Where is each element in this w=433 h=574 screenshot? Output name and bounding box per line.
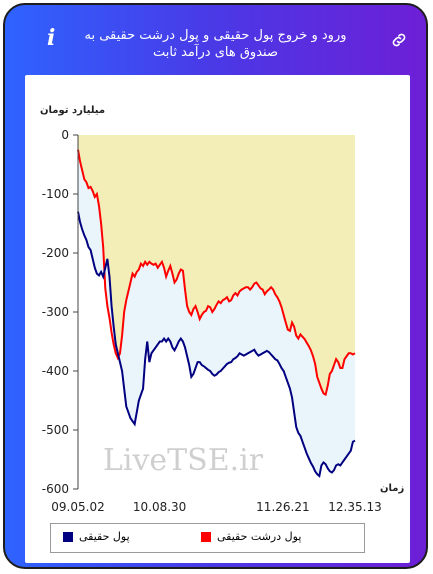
y-tick-label: 0 [61,128,69,142]
y-tick-label: -400 [42,364,69,378]
y-tick-label: -200 [42,246,69,260]
legend-label-haghighi: پول حقیقی [79,530,130,543]
watermark: LiveTSE.ir [103,443,264,478]
legend-item-dorosht: پول درشت حقیقی [201,530,351,546]
y-tick-label: -300 [42,305,69,319]
chart-title: ورود و خروج پول حقیقی و پول درشت حقیقی ب… [84,28,347,60]
x-tick-label: 11.26.21 [256,500,309,514]
x-tick-label: 09.05.02 [51,500,104,514]
y-tick-label: -600 [42,482,69,496]
y-tick-label: -500 [42,423,69,437]
x-axis-label: زمان [380,483,404,494]
x-tick-label: 10.08.30 [133,500,186,514]
legend-swatch-dorosht [201,532,211,542]
legend: پول حقیقی پول درشت حقیقی [50,523,365,553]
series-line-haghighi [77,211,356,478]
area-fill-top [78,135,355,395]
legend-label-dorosht: پول درشت حقیقی [217,530,302,543]
legend-item-haghighi: پول حقیقی [63,530,183,546]
info-icon[interactable]: i [47,25,56,51]
series-line-dorosht [77,149,356,397]
y-axis-label: میلیارد تومان [40,105,105,116]
link-icon[interactable] [390,31,408,49]
card-header: i ورود و خروج پول حقیقی و پول درشت حقیقی… [5,5,426,75]
area-fill-between [78,149,355,477]
y-tick-label: -100 [42,187,69,201]
x-tick-label: 12.35.13 [328,500,381,514]
legend-swatch-haghighi [63,532,73,542]
